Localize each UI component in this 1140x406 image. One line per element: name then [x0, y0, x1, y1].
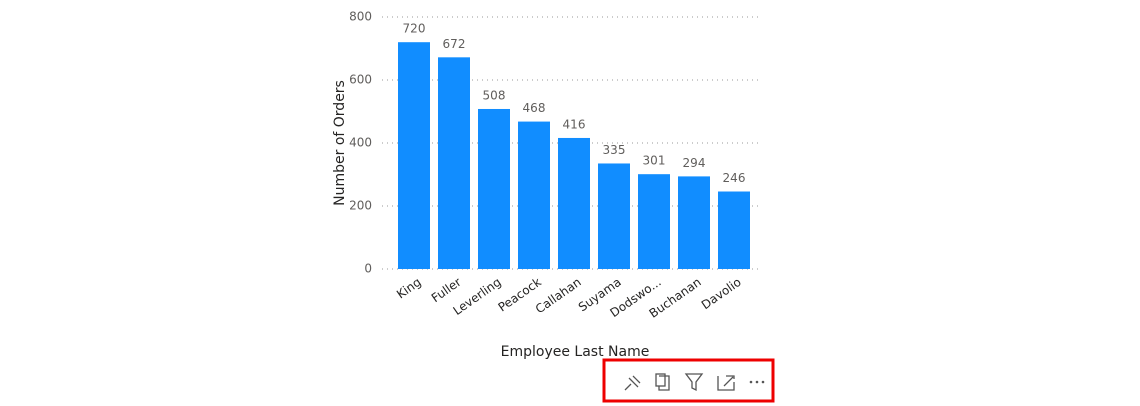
data-label: 246 — [723, 171, 746, 185]
bar — [558, 137, 590, 269]
data-label: 416 — [563, 117, 586, 131]
visual-toolbar — [602, 358, 775, 403]
y-tick-label: 200 — [349, 199, 372, 213]
bar — [478, 108, 510, 269]
y-tick-label: 600 — [349, 73, 372, 87]
data-label: 335 — [603, 143, 626, 157]
bar — [678, 176, 710, 269]
data-label: 294 — [683, 156, 706, 170]
bar — [398, 42, 430, 270]
highlight-box — [602, 358, 775, 403]
bar — [518, 121, 550, 269]
bar — [638, 174, 670, 269]
y-tick-label: 0 — [364, 262, 372, 276]
y-tick-label: 400 — [349, 136, 372, 150]
x-tick-label: Davolio — [699, 275, 744, 312]
x-tick-label: King — [394, 275, 424, 302]
y-tick-label: 800 — [349, 10, 372, 24]
bar — [598, 163, 630, 269]
more-options-icon[interactable] — [749, 380, 765, 384]
bar — [438, 57, 470, 269]
focus-mode-icon[interactable] — [717, 375, 735, 391]
pin-icon[interactable] — [624, 375, 641, 391]
data-label: 468 — [523, 101, 546, 115]
data-label: 508 — [483, 88, 506, 102]
filter-icon[interactable] — [684, 373, 704, 392]
y-axis-title: Number of Orders — [332, 80, 348, 206]
data-label: 720 — [403, 22, 426, 36]
data-label: 301 — [643, 154, 666, 168]
bar — [718, 191, 750, 269]
copy-icon[interactable] — [655, 373, 670, 391]
x-tick-label: Callahan — [533, 275, 584, 316]
x-axis-title: Employee Last Name — [501, 344, 650, 360]
data-label: 672 — [443, 37, 466, 51]
